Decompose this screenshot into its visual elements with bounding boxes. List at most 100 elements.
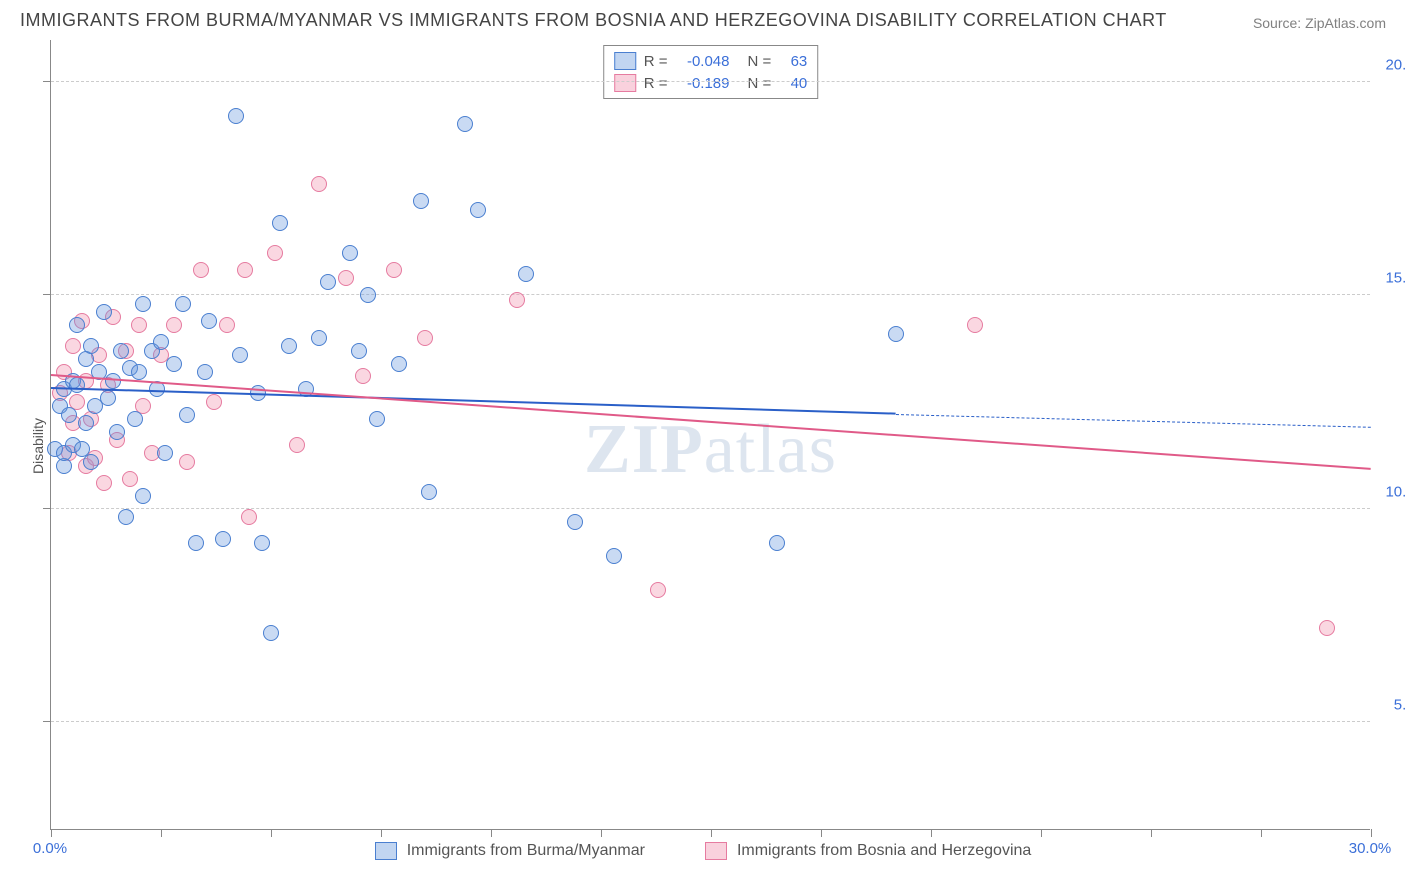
x-tick [381, 829, 382, 837]
stat-label: N = [748, 75, 772, 92]
data-point [360, 287, 376, 303]
data-point [457, 116, 473, 132]
stat-n: 40 [779, 75, 807, 92]
data-point [109, 424, 125, 440]
stat-r: -0.048 [676, 53, 730, 70]
x-tick [1371, 829, 1372, 837]
scatter-chart: ZIPatlas R =-0.048N =63R =-0.189N =40 5.… [50, 40, 1370, 830]
legend-swatch [705, 842, 727, 860]
gridline [51, 81, 1370, 82]
data-point [127, 411, 143, 427]
data-point [153, 334, 169, 350]
data-point [232, 347, 248, 363]
x-tick [821, 829, 822, 837]
y-tick [43, 721, 51, 722]
gridline [51, 721, 1370, 722]
data-point [197, 364, 213, 380]
stats-row: R =-0.048N =63 [614, 50, 808, 72]
legend-item: Immigrants from Burma/Myanmar [375, 842, 645, 860]
data-point [320, 274, 336, 290]
data-point [311, 176, 327, 192]
data-point [391, 356, 407, 372]
data-point [206, 394, 222, 410]
data-point [135, 296, 151, 312]
trend-line [51, 387, 896, 415]
legend-item: Immigrants from Bosnia and Herzegovina [705, 842, 1031, 860]
data-point [113, 343, 129, 359]
data-point [96, 475, 112, 491]
stats-row: R =-0.189N =40 [614, 72, 808, 94]
data-point [267, 245, 283, 261]
data-point [509, 292, 525, 308]
data-point [1319, 620, 1335, 636]
data-point [131, 364, 147, 380]
stat-r: -0.189 [676, 75, 730, 92]
legend-swatch [375, 842, 397, 860]
data-point [413, 193, 429, 209]
data-point [650, 582, 666, 598]
y-tick-label: 10.0% [1385, 483, 1406, 500]
x-tick [161, 829, 162, 837]
data-point [179, 407, 195, 423]
data-point [355, 368, 371, 384]
y-axis-title: Disability [30, 418, 46, 474]
chart-title: IMMIGRANTS FROM BURMA/MYANMAR VS IMMIGRA… [20, 10, 1167, 31]
x-tick [1041, 829, 1042, 837]
x-tick [711, 829, 712, 837]
legend-label: Immigrants from Burma/Myanmar [407, 842, 645, 860]
data-point [69, 377, 85, 393]
y-tick-label: 20.0% [1385, 56, 1406, 73]
x-tick [1261, 829, 1262, 837]
gridline [51, 294, 1370, 295]
data-point [96, 304, 112, 320]
data-point [470, 202, 486, 218]
data-point [281, 338, 297, 354]
x-tick [51, 829, 52, 837]
data-point [83, 454, 99, 470]
data-point [83, 338, 99, 354]
data-point [888, 326, 904, 342]
data-point [118, 509, 134, 525]
data-point [369, 411, 385, 427]
data-point [421, 484, 437, 500]
data-point [272, 215, 288, 231]
source-label: Source: ZipAtlas.com [1253, 15, 1386, 31]
data-point [166, 356, 182, 372]
x-tick [271, 829, 272, 837]
data-point [967, 317, 983, 333]
x-tick [491, 829, 492, 837]
data-point [100, 390, 116, 406]
data-point [237, 262, 253, 278]
data-point [518, 266, 534, 282]
data-point [131, 317, 147, 333]
stat-label: N = [748, 53, 772, 70]
data-point [311, 330, 327, 346]
data-point [166, 317, 182, 333]
data-point [338, 270, 354, 286]
y-tick-label: 15.0% [1385, 270, 1406, 287]
legend-swatch [614, 52, 636, 70]
x-tick [931, 829, 932, 837]
data-point [188, 535, 204, 551]
data-point [179, 454, 195, 470]
data-point [157, 445, 173, 461]
data-point [386, 262, 402, 278]
legend-label: Immigrants from Bosnia and Herzegovina [737, 842, 1031, 860]
data-point [78, 415, 94, 431]
data-point [342, 245, 358, 261]
y-tick [43, 294, 51, 295]
data-point [567, 514, 583, 530]
data-point [61, 407, 77, 423]
stats-legend: R =-0.048N =63R =-0.189N =40 [603, 45, 819, 99]
data-point [201, 313, 217, 329]
data-point [175, 296, 191, 312]
data-point [263, 625, 279, 641]
data-point [69, 317, 85, 333]
data-point [417, 330, 433, 346]
trend-line [896, 414, 1371, 428]
data-point [135, 488, 151, 504]
data-point [769, 535, 785, 551]
data-point [228, 108, 244, 124]
x-tick [1151, 829, 1152, 837]
legend-swatch [614, 74, 636, 92]
